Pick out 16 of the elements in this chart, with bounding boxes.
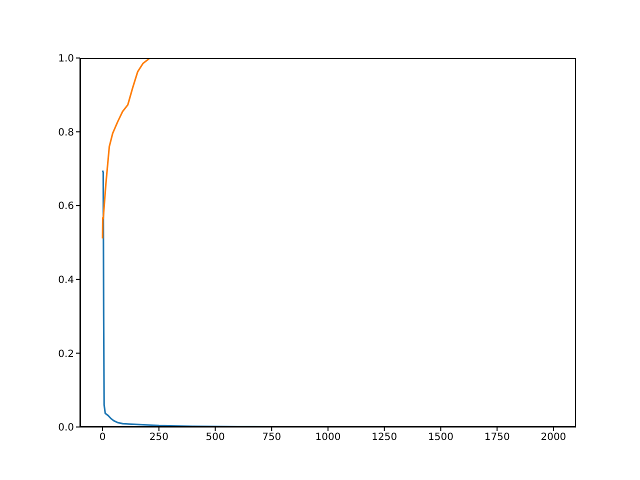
x-tick-label: 1500 xyxy=(428,432,454,444)
y-tick-label: 0.8 xyxy=(58,127,74,138)
y-tick-label: 1.0 xyxy=(58,54,74,65)
x-tick-label: 1000 xyxy=(315,432,341,444)
line-series xyxy=(102,58,152,240)
x-tick-label: 2000 xyxy=(540,432,566,444)
x-tick-label: 0 xyxy=(99,432,106,444)
y-tick-label: 0.2 xyxy=(58,348,74,360)
x-tick-label: 250 xyxy=(149,432,168,444)
y-tick-label: 0.0 xyxy=(58,422,74,434)
y-tick-label: 0.6 xyxy=(58,201,74,212)
y-tick-label: 0.4 xyxy=(58,274,74,286)
x-tick-label: 500 xyxy=(206,432,225,444)
x-tick-label: 750 xyxy=(262,432,282,444)
x-tick-label: 1750 xyxy=(484,432,510,444)
x-tick-label: 1250 xyxy=(372,432,398,444)
